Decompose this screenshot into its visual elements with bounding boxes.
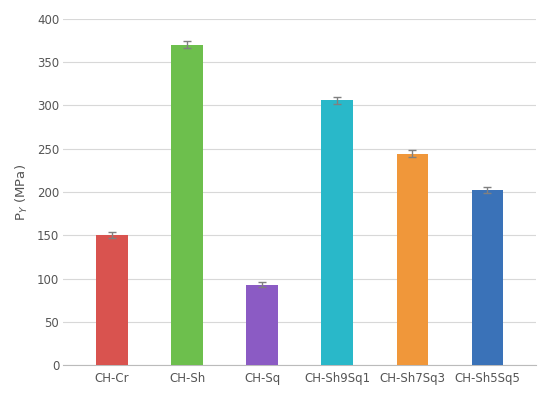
Bar: [246, 284, 278, 365]
Y-axis label: P$_Y$ (MPa): P$_Y$ (MPa): [14, 164, 30, 221]
Bar: [172, 45, 203, 365]
Bar: [397, 154, 428, 365]
Bar: [471, 190, 503, 365]
Bar: [322, 100, 353, 365]
Bar: [96, 235, 128, 365]
